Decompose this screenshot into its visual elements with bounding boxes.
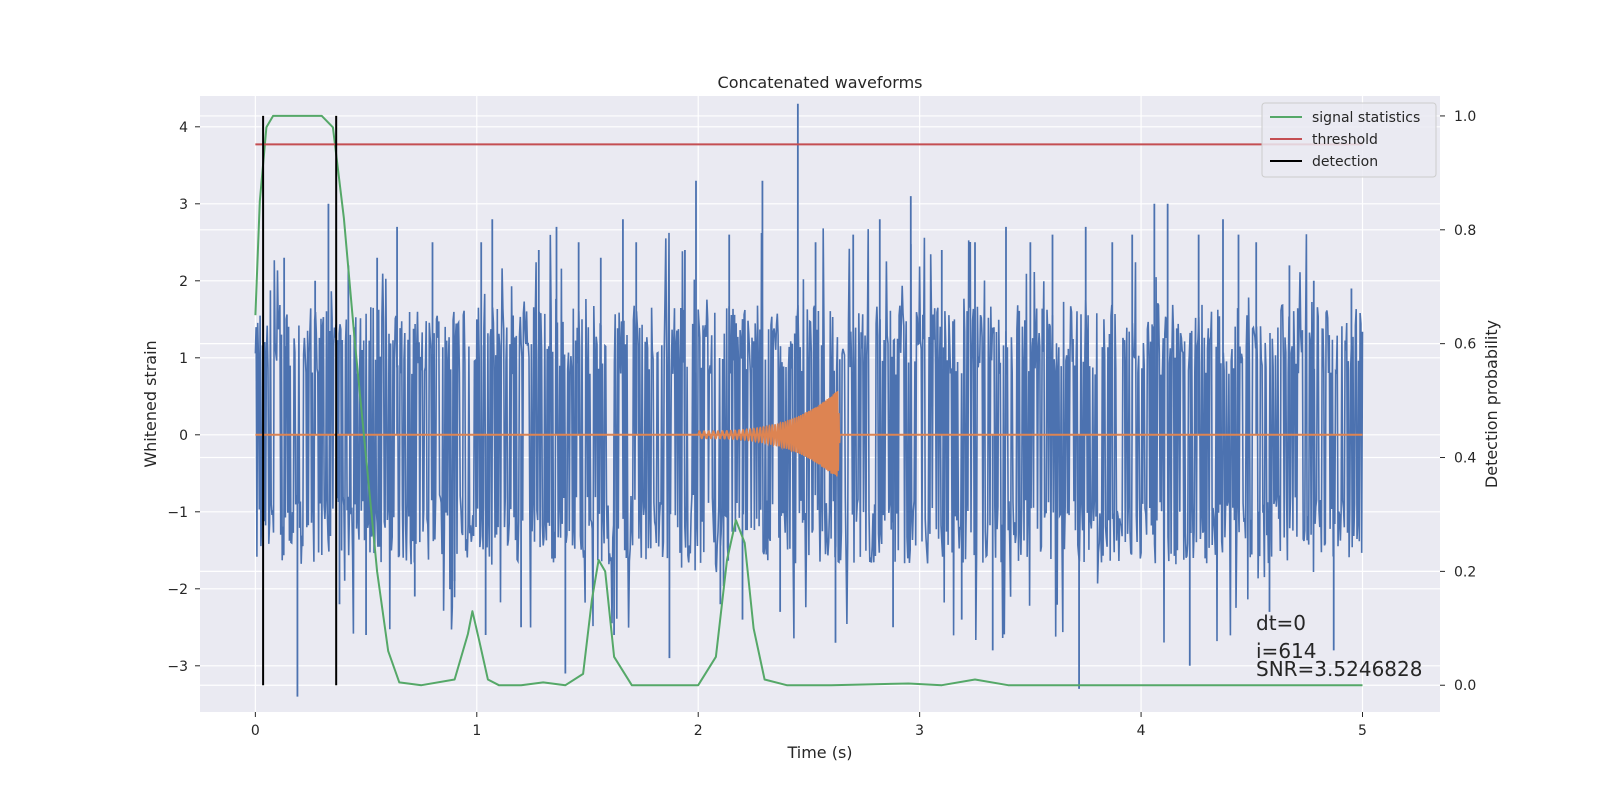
- y-right-tick-label: 0.8: [1454, 223, 1476, 239]
- y-axis-label: Whitened strain: [141, 340, 160, 467]
- y-right-tick-label: 0.6: [1454, 337, 1476, 353]
- x-axis-label: Time (s): [786, 743, 852, 762]
- y-right-tick-label: 1.0: [1454, 109, 1476, 125]
- y-right-tick-label: 0.2: [1454, 564, 1476, 580]
- x-tick-label: 4: [1137, 723, 1146, 739]
- x-tick-label: 0: [251, 723, 260, 739]
- x-tick-label: 2: [694, 723, 703, 739]
- left-y-axis-ticks: −3 −2 −1 0 1 2 3 4: [167, 120, 200, 675]
- y-tick-label: 1: [179, 351, 188, 367]
- signal-statistics-series: [254, 114, 1363, 687]
- y-tick-label: 4: [179, 120, 188, 136]
- right-y-axis-ticks: 0.0 0.2 0.4 0.6 0.8 1.0: [1440, 109, 1476, 694]
- annotation-snr: SNR=3.5246828: [1256, 657, 1422, 681]
- annotation-dt: dt=0: [1256, 611, 1306, 635]
- y-tick-label: 3: [179, 197, 188, 213]
- x-tick-label: 5: [1358, 723, 1367, 739]
- legend-label-threshold: threshold: [1312, 132, 1378, 148]
- y-axis-label-right: Detection probability: [1482, 320, 1501, 488]
- legend: signal statistics threshold detection: [1261, 102, 1437, 178]
- legend-label-signal-statistics: signal statistics: [1312, 110, 1420, 126]
- chart-title: Concatenated waveforms: [718, 73, 923, 92]
- y-tick-label: −1: [167, 505, 188, 521]
- y-tick-label: 0: [179, 428, 188, 444]
- template-chirp: [697, 391, 841, 477]
- detection-markers: [262, 115, 338, 686]
- y-tick-label: −3: [167, 659, 188, 675]
- y-tick-label: 2: [179, 274, 188, 290]
- x-tick-label: 3: [915, 723, 924, 739]
- y-right-tick-label: 0.4: [1454, 451, 1476, 467]
- y-right-tick-label: 0.0: [1454, 678, 1476, 694]
- annotation-index: i=614: [1256, 639, 1317, 663]
- x-tick-label: 1: [472, 723, 481, 739]
- signal-statistics-line: [254, 114, 1363, 687]
- y-tick-label: −2: [167, 582, 188, 598]
- legend-box: [1261, 102, 1437, 178]
- legend-label-detection: detection: [1312, 154, 1378, 170]
- annotation: dt=0 i=614 SNR=3.5246828: [1256, 611, 1422, 681]
- template-series: [255, 391, 1363, 477]
- strain-line: [254, 228, 1364, 643]
- x-axis-ticks: 0 1 2 3 4 5: [251, 712, 1367, 739]
- strain-series: [254, 103, 1364, 697]
